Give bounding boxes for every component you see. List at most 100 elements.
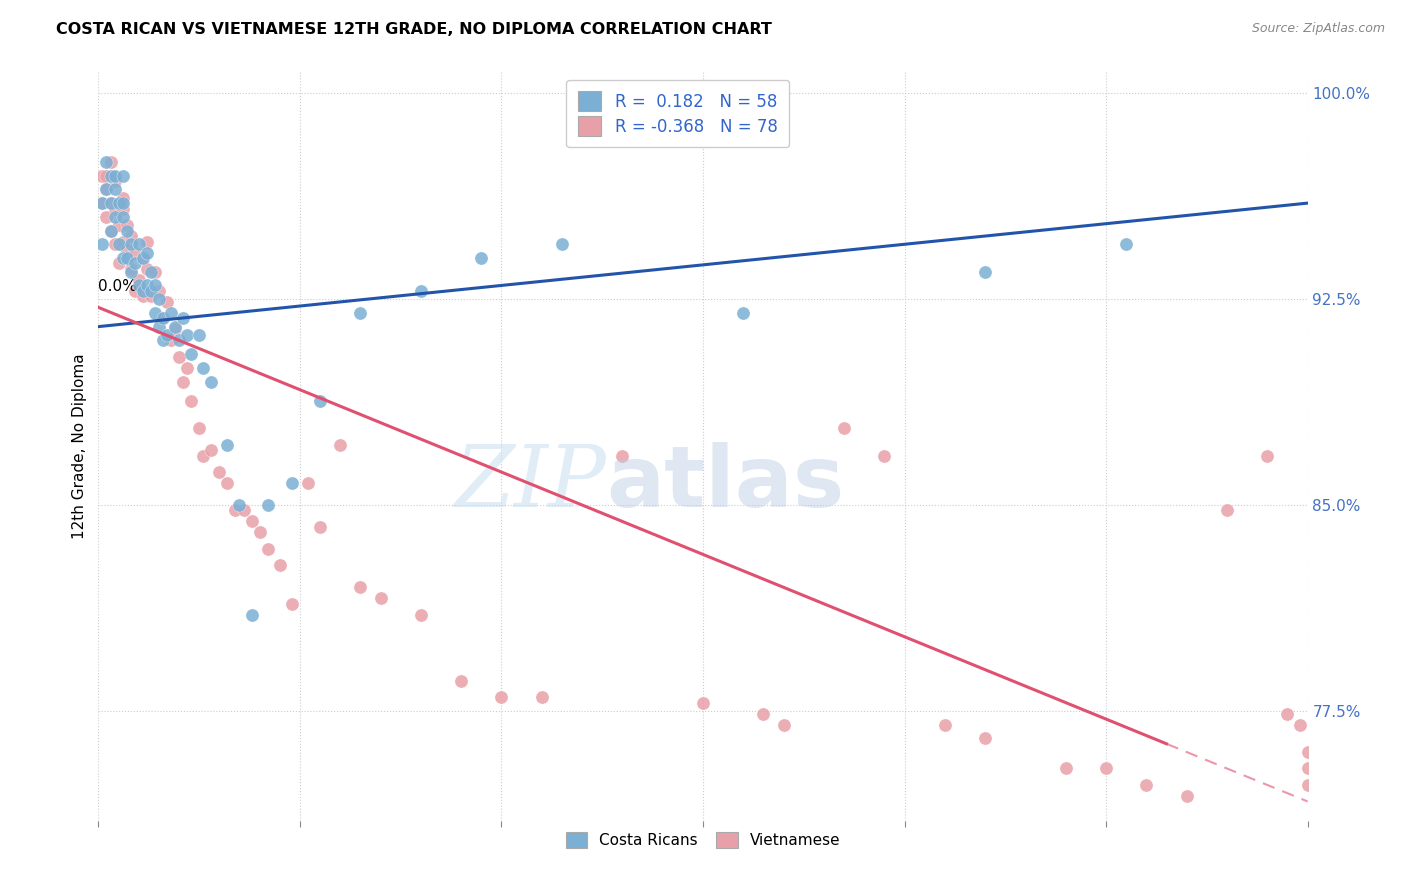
- Point: [139, 265, 162, 279]
- Point: [249, 525, 271, 540]
- Point: [100, 223, 122, 237]
- Point: [934, 717, 956, 731]
- Point: [135, 235, 157, 249]
- Point: [200, 443, 222, 458]
- Point: [172, 311, 194, 326]
- Point: [1135, 778, 1157, 792]
- Point: [111, 191, 134, 205]
- Point: [281, 476, 304, 491]
- Point: [107, 256, 129, 270]
- Point: [240, 607, 263, 622]
- Point: [167, 350, 190, 364]
- Point: [217, 476, 239, 491]
- Point: [873, 449, 896, 463]
- Point: [148, 284, 170, 298]
- Point: [1288, 717, 1310, 731]
- Point: [103, 182, 125, 196]
- Point: [91, 196, 114, 211]
- Text: ZIP: ZIP: [454, 442, 606, 524]
- Point: [349, 306, 371, 320]
- Point: [470, 251, 492, 265]
- Point: [370, 591, 392, 606]
- Point: [450, 673, 472, 688]
- Point: [1054, 762, 1077, 776]
- Point: [139, 289, 162, 303]
- Point: [143, 278, 166, 293]
- Point: [120, 265, 142, 279]
- Point: [115, 243, 138, 257]
- Point: [152, 311, 174, 326]
- Point: [111, 210, 134, 224]
- Point: [772, 717, 794, 731]
- Point: [160, 306, 183, 320]
- Point: [156, 294, 179, 309]
- Point: [96, 169, 118, 183]
- Point: [128, 237, 150, 252]
- Point: [1216, 503, 1239, 517]
- Point: [111, 169, 134, 183]
- Point: [200, 375, 222, 389]
- Point: [135, 262, 157, 277]
- Point: [1296, 778, 1319, 792]
- Point: [309, 393, 332, 408]
- Point: [143, 265, 166, 279]
- Point: [111, 202, 134, 216]
- Point: [172, 375, 194, 389]
- Point: [612, 449, 634, 463]
- Point: [107, 218, 129, 232]
- Point: [208, 465, 231, 479]
- Text: 0.0%: 0.0%: [98, 279, 138, 293]
- Point: [124, 245, 146, 260]
- Point: [1175, 789, 1198, 803]
- Point: [148, 292, 170, 306]
- Point: [107, 237, 129, 252]
- Point: [176, 327, 198, 342]
- Point: [832, 421, 855, 435]
- Point: [100, 196, 122, 211]
- Point: [103, 210, 125, 224]
- Point: [974, 731, 997, 746]
- Point: [530, 690, 553, 705]
- Point: [91, 196, 114, 211]
- Point: [1115, 237, 1137, 252]
- Point: [132, 289, 155, 303]
- Point: [111, 235, 134, 249]
- Point: [1296, 745, 1319, 759]
- Point: [103, 169, 125, 183]
- Point: [96, 210, 118, 224]
- Point: [297, 476, 319, 491]
- Point: [115, 251, 138, 265]
- Point: [193, 449, 215, 463]
- Point: [163, 319, 186, 334]
- Point: [100, 155, 122, 169]
- Point: [240, 515, 263, 529]
- Point: [103, 202, 125, 216]
- Point: [409, 284, 432, 298]
- Point: [409, 607, 432, 622]
- Point: [96, 182, 118, 196]
- Point: [148, 319, 170, 334]
- Point: [224, 503, 246, 517]
- Point: [100, 169, 122, 183]
- Text: atlas: atlas: [606, 442, 845, 525]
- Point: [111, 251, 134, 265]
- Point: [103, 237, 125, 252]
- Point: [96, 155, 118, 169]
- Point: [163, 322, 186, 336]
- Point: [156, 327, 179, 342]
- Point: [188, 327, 211, 342]
- Point: [143, 306, 166, 320]
- Point: [103, 174, 125, 188]
- Point: [128, 278, 150, 293]
- Point: [124, 284, 146, 298]
- Point: [309, 520, 332, 534]
- Point: [152, 311, 174, 326]
- Point: [139, 284, 162, 298]
- Point: [733, 306, 755, 320]
- Point: [349, 580, 371, 594]
- Point: [100, 196, 122, 211]
- Point: [752, 706, 775, 721]
- Point: [132, 284, 155, 298]
- Point: [329, 437, 352, 451]
- Point: [132, 251, 155, 265]
